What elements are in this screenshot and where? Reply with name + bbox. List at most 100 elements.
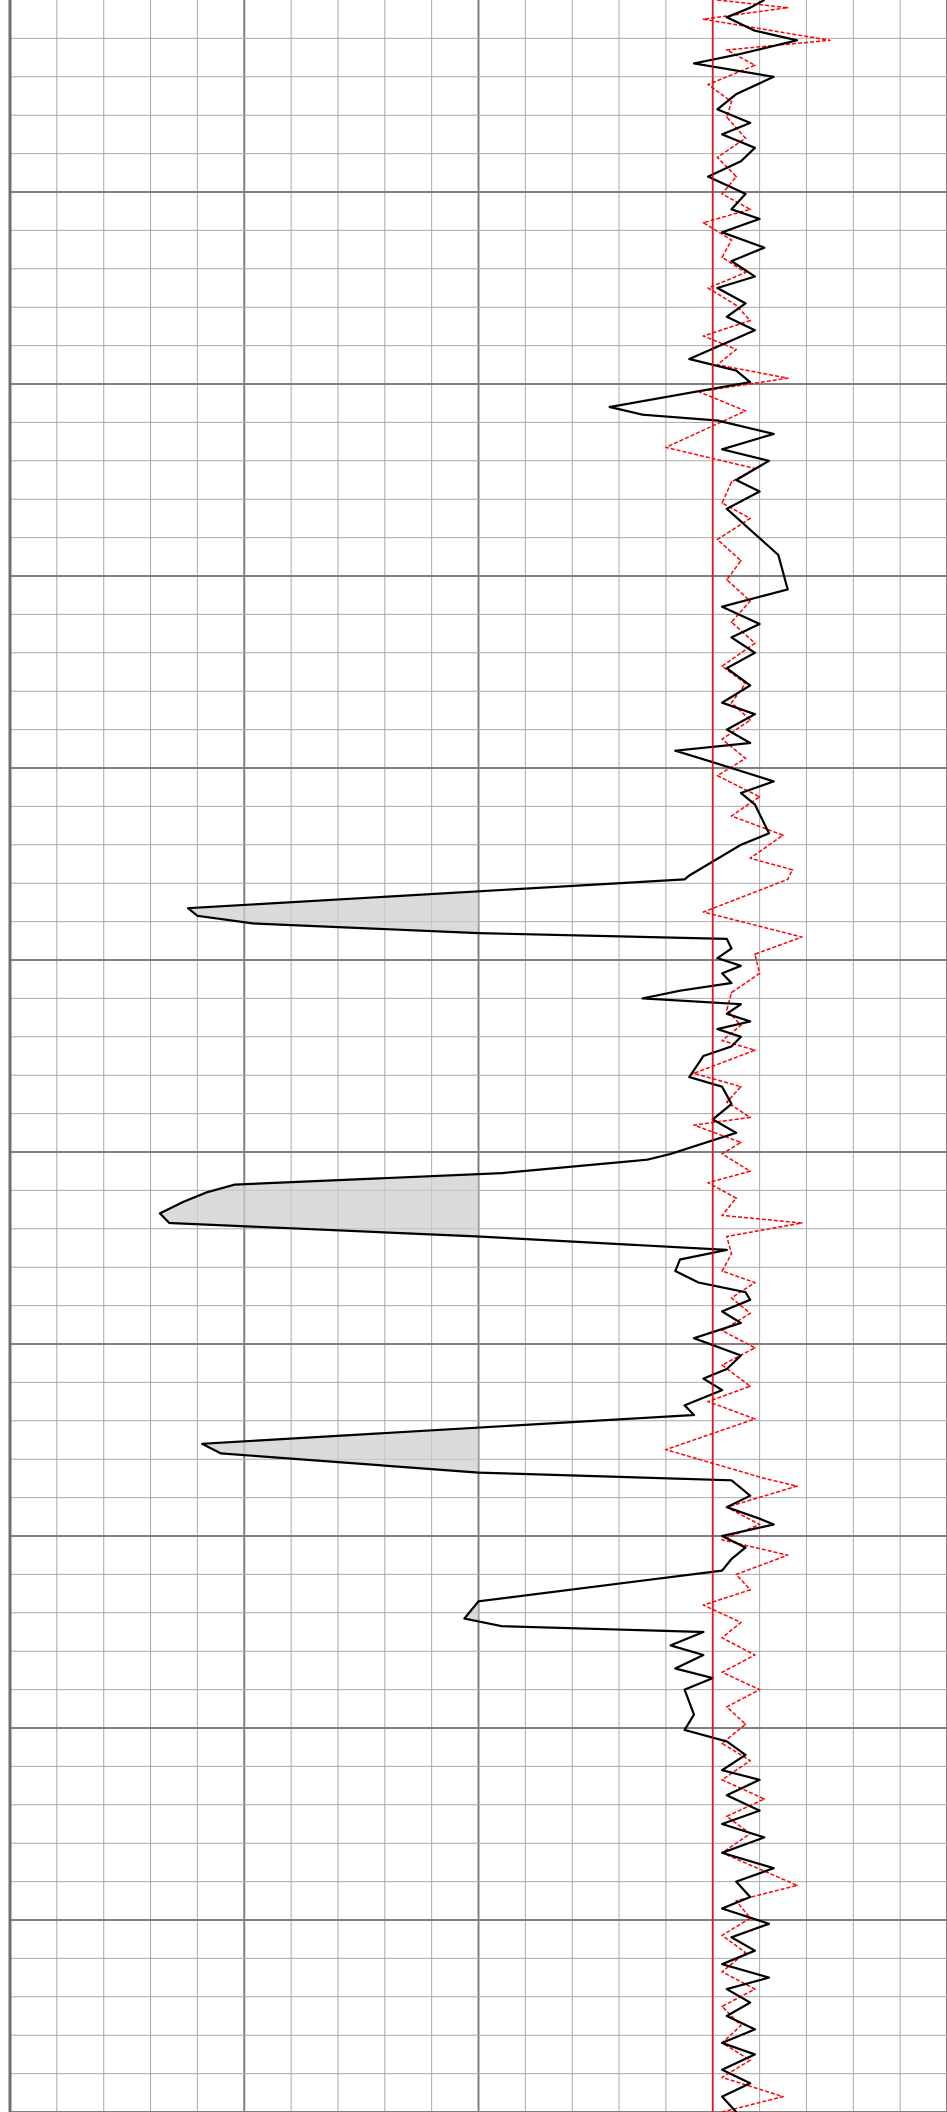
black-solid-curve-point <box>693 1414 695 1416</box>
black-solid-curve-point <box>726 1506 728 1508</box>
black-solid-curve-point <box>758 1779 761 1781</box>
red-dashed-curve-point <box>730 101 733 103</box>
red-dashed-curve-point <box>763 1798 766 1800</box>
red-dashed-curve-point <box>735 1573 737 1576</box>
red-dashed-curve-point <box>744 137 747 139</box>
black-solid-curve-point <box>754 275 756 278</box>
red-dashed-curve-point <box>721 193 723 195</box>
black-solid-curve-point <box>768 460 770 462</box>
black-solid-curve <box>158 0 799 2112</box>
red-dashed-curve-point <box>740 559 742 562</box>
black-solid-curve-point <box>477 1235 480 1238</box>
black-solid-curve-point <box>721 231 723 234</box>
black-solid-curve-point <box>726 2015 728 2017</box>
black-solid-curve-point <box>772 1867 775 1869</box>
red-dashed-curve-point <box>721 1934 723 1937</box>
red-dashed-curve-point <box>735 175 737 178</box>
black-solid-curve-point <box>744 1291 747 1293</box>
black-solid-curve-point <box>693 62 695 65</box>
red-dashed-curve-point <box>735 348 737 351</box>
black-solid-curve-point <box>683 1688 686 1691</box>
red-dashed-curve-point <box>716 538 719 541</box>
red-dashed-curve-point <box>721 1742 723 1745</box>
black-solid-curve-point <box>721 1852 723 1854</box>
red-dashed-curve-point <box>721 1270 723 1272</box>
red-dashed-curve-point <box>721 1364 723 1366</box>
red-dashed-curve-point <box>721 1779 723 1781</box>
black-solid-curve-point <box>702 1631 705 1633</box>
red-dashed-curve-point <box>721 1039 723 1042</box>
red-dashed-curve-point <box>721 2076 723 2079</box>
black-solid-curve-point <box>749 684 751 687</box>
red-dashed-curve-point <box>702 221 705 224</box>
black-solid-curve-point <box>721 1963 723 1965</box>
black-solid-curve-point <box>683 878 686 881</box>
black-solid-curve-point <box>740 1036 742 1038</box>
black-solid-curve-point <box>702 1055 705 1057</box>
black-solid-curve-point <box>730 1045 733 1048</box>
red-dashed-curve-point <box>782 834 784 836</box>
black-solid-curve-point <box>702 1654 705 1656</box>
red-dashed-curve-point <box>721 1671 723 1674</box>
black-solid-curve-point <box>697 1281 700 1284</box>
black-solid-curve-point <box>721 1535 723 1537</box>
red-dashed-curve-point <box>749 1589 751 1591</box>
black-solid-curve-point <box>693 1713 695 1716</box>
black-solid-curve-point <box>688 1076 691 1078</box>
black-solid-curve-point <box>730 636 733 639</box>
black-solid-curve-point <box>744 1754 747 1756</box>
black-solid-curve-point <box>740 792 742 794</box>
black-solid-curve-point <box>477 932 480 934</box>
black-solid-curve-point <box>477 1600 480 1603</box>
black-solid-curve-point <box>683 1404 686 1407</box>
black-solid-curve-point <box>786 588 789 591</box>
black-solid-curve-point <box>501 1172 503 1174</box>
black-solid-curve-point <box>754 2028 756 2031</box>
black-solid-curve-point <box>758 490 761 493</box>
chart-frame <box>8 0 714 2112</box>
red-dashed-curve-point <box>749 1312 751 1315</box>
grid <box>10 0 947 2112</box>
black-solid-curve-point <box>206 1191 208 1194</box>
black-solid-curve-point <box>721 448 723 451</box>
black-solid-curve-point <box>707 175 709 178</box>
black-solid-curve-point <box>159 1212 161 1215</box>
black-solid-curve-point <box>726 508 728 510</box>
black-solid-curve-point <box>730 947 733 950</box>
black-solid-curve-point <box>740 1003 742 1005</box>
black-solid-curve-point <box>726 1368 728 1370</box>
red-dashed-curve-point <box>726 1815 728 1818</box>
red-dashed-curve-point <box>744 1951 747 1954</box>
red-dashed-curve-point <box>791 869 794 871</box>
red-dashed-curve-point <box>749 719 751 721</box>
red-dashed-curve-point <box>754 64 756 67</box>
black-solid-curve-point <box>688 874 691 877</box>
black-solid-curve-point <box>726 1988 728 1990</box>
red-dashed-curve-point <box>754 953 756 955</box>
red-dashed-curve-point <box>730 621 733 623</box>
black-solid-curve-point <box>749 2001 751 2004</box>
black-solid-curve-point <box>768 1923 770 1925</box>
black-solid-curve-point <box>702 1377 705 1380</box>
red-dashed-curve-point <box>754 642 756 644</box>
red-dashed-curve-point <box>721 1214 723 1217</box>
black-solid-curve-point <box>716 957 719 959</box>
red-dashed-curve-point <box>693 1072 695 1075</box>
red-dashed-curve-point <box>721 256 723 259</box>
red-dashed-curve-point <box>744 757 747 760</box>
red-dashed-curve-point <box>744 410 747 412</box>
red-dashed-curve-point <box>758 1688 761 1691</box>
red-dashed-curve-point <box>754 1418 756 1420</box>
red-dashed-curve-point <box>726 116 728 118</box>
red-dashed-curve-point <box>754 1654 756 1656</box>
red-dashed-curve-point <box>754 1988 756 1990</box>
red-dashed-curve-point <box>801 936 803 938</box>
red-dashed-curve <box>665 0 831 2112</box>
black-solid-curve-point <box>730 1936 733 1939</box>
black-solid-curve-point <box>641 997 644 1000</box>
black-solid-curve-point <box>749 381 751 383</box>
black-solid-curve-point <box>754 329 756 332</box>
black-solid-curve-point <box>646 1158 648 1161</box>
black-solid-curve-point <box>721 1907 723 1910</box>
